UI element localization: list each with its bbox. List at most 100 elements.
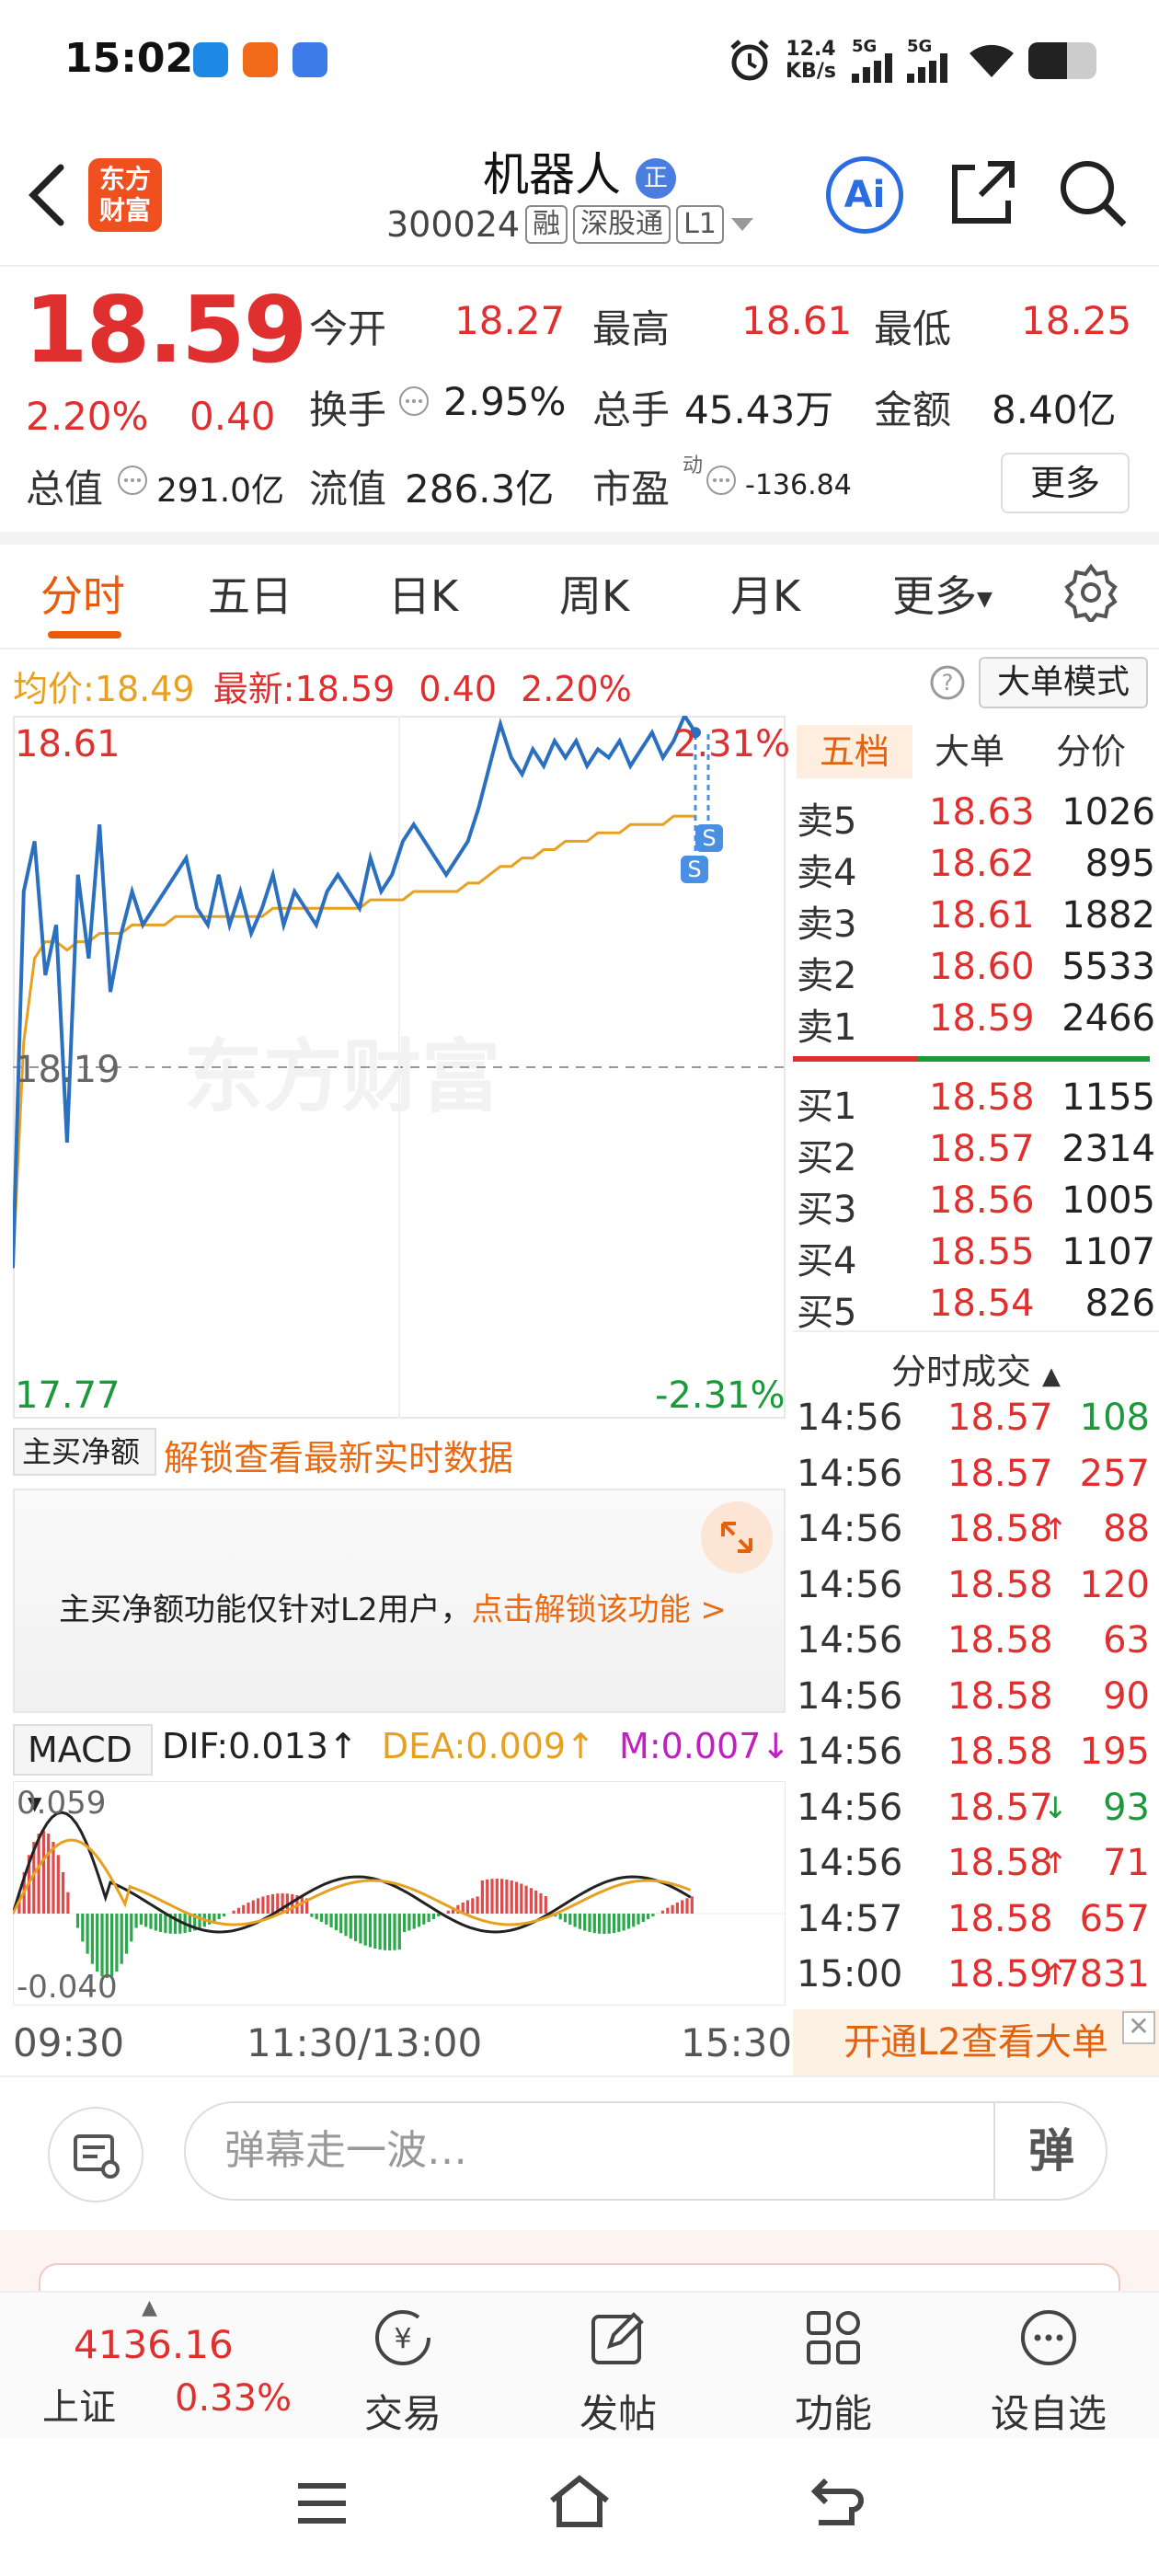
price-chart-svg[interactable]: S S: [13, 716, 786, 1419]
indicator-selector[interactable]: 主买净额 ▼: [13, 1428, 156, 1511]
tick-time: 14:57: [797, 1897, 903, 1940]
bid-row[interactable]: 买2 18.57 2314: [793, 1128, 1159, 1179]
bid-row[interactable]: 买5 18.54 826: [793, 1282, 1159, 1334]
macd-selector-label: MACD: [28, 1730, 132, 1770]
x-tick-close: 15:30: [681, 2020, 793, 2065]
info-dots-icon[interactable]: [397, 385, 430, 418]
nav-trade[interactable]: ¥ 交易: [320, 2306, 486, 2439]
menu-icon[interactable]: [296, 2480, 348, 2526]
expand-button[interactable]: [701, 1501, 773, 1573]
low-value: 18.25: [1021, 298, 1132, 343]
macd-selector[interactable]: MACD ▼: [13, 1724, 153, 1814]
market-cap-label: 总值: [26, 466, 104, 512]
logo-text: 东方: [98, 164, 151, 194]
ask-row[interactable]: 卖1 18.59 2466: [793, 997, 1159, 1049]
index-value[interactable]: 4136.16: [74, 2322, 234, 2367]
tab-five-day[interactable]: 五日: [208, 571, 293, 621]
open-value: 18.27: [454, 298, 566, 343]
high-label: 最高: [592, 306, 671, 351]
danmaku-toggle-button[interactable]: 弹: [993, 2103, 1107, 2199]
connect-tag: 深股通: [573, 205, 671, 244]
help-icon[interactable]: ?: [929, 664, 966, 701]
tick-volume: 657: [1079, 1897, 1150, 1940]
tab-monthly-k[interactable]: 月K: [730, 571, 801, 621]
open-l2-banner[interactable]: 开通L2查看大单: [793, 2009, 1159, 2076]
ask-row[interactable]: 卖4 18.62 895: [793, 843, 1159, 894]
tick-row: 14:56 18.57 257: [793, 1453, 1159, 1508]
watermark: 东方财富: [184, 1031, 500, 1123]
tick-price: 18.58: [947, 1897, 1053, 1940]
unlock-link[interactable]: 点击解锁该功能 >: [471, 1592, 727, 1628]
back-icon[interactable]: [26, 162, 66, 228]
tick-row: 14:57 18.58 657: [793, 1898, 1159, 1953]
nav-post[interactable]: 发帖: [535, 2306, 701, 2439]
ask-row[interactable]: 卖3 18.61 1882: [793, 894, 1159, 946]
bid-row[interactable]: 买3 18.56 1005: [793, 1179, 1159, 1231]
stock-badge: 正: [635, 157, 676, 199]
tick-price: 18.57: [947, 1786, 1053, 1829]
nav-add-watchlist-label: 设自选: [990, 2391, 1107, 2436]
tick-price: 18.58: [947, 1508, 1053, 1550]
home-icon[interactable]: [548, 2473, 611, 2530]
tab-five-levels[interactable]: 五档: [797, 725, 912, 778]
tick-time: 14:56: [797, 1508, 903, 1550]
gear-icon[interactable]: [1061, 563, 1120, 622]
comment-settings-button[interactable]: [48, 2107, 143, 2202]
index-change-pct[interactable]: 0.33%: [175, 2377, 293, 2420]
index-name[interactable]: 上证: [42, 2386, 116, 2429]
search-icon[interactable]: [1056, 156, 1130, 230]
market-cap-value: 291.0亿: [156, 472, 285, 510]
pe-value: -136.84: [745, 469, 852, 501]
info-dots-icon[interactable]: [116, 464, 149, 497]
tab-weekly-k[interactable]: 周K: [559, 571, 630, 621]
status-time: 15:02: [64, 35, 194, 82]
danmaku-input[interactable]: 弹幕走一波…: [184, 2101, 1107, 2201]
share-icon[interactable]: [947, 158, 1017, 228]
bid-row[interactable]: 买4 18.55 1107: [793, 1231, 1159, 1282]
back-nav-icon[interactable]: [809, 2477, 865, 2528]
bid-price: 18.54: [929, 1282, 1035, 1325]
tick-price: 18.57: [947, 1397, 1053, 1439]
ticks-header[interactable]: 分时成交 ▲: [793, 1343, 1159, 1394]
ask-row[interactable]: 卖2 18.60 5533: [793, 946, 1159, 997]
promo-card[interactable]: [39, 2263, 1120, 2291]
open-label: 今开: [309, 306, 387, 351]
tab-big-orders[interactable]: 大单: [935, 731, 1005, 772]
stock-code-line[interactable]: 300024 融 深股通 L1: [386, 204, 755, 245]
y-tick-low: 17.77: [15, 1374, 120, 1417]
info-dots-icon[interactable]: [705, 464, 738, 497]
ask-price: 18.60: [929, 946, 1035, 988]
volume-label: 总手: [592, 387, 671, 432]
sell-marker-icon[interactable]: S: [695, 824, 723, 852]
tick-volume: 257: [1079, 1452, 1150, 1495]
tick-price: 18.59: [947, 1953, 1053, 1995]
close-icon[interactable]: ✕: [1122, 2011, 1155, 2044]
tab-price-distribution[interactable]: 分价: [1056, 731, 1127, 772]
more-quote-button[interactable]: 更多: [1001, 453, 1130, 513]
big-order-mode-button[interactable]: 大单模式: [979, 657, 1148, 708]
tab-intraday[interactable]: 分时: [40, 571, 125, 621]
pe-label: 市盈: [592, 466, 671, 512]
section-divider: [0, 532, 1159, 545]
bid-row[interactable]: 买1 18.58 1155: [793, 1076, 1159, 1128]
battery-icon: [1028, 42, 1096, 79]
ask-price: 18.59: [929, 997, 1035, 1040]
tick-row: 14:56 18.57 ↓ 93: [793, 1787, 1159, 1842]
last-price-dot: [690, 727, 701, 739]
nav-functions[interactable]: 功能: [751, 2306, 916, 2439]
ask-row[interactable]: 卖5 18.63 1026: [793, 791, 1159, 843]
stock-name: 机器人: [483, 148, 622, 201]
sell-marker-icon[interactable]: S: [681, 856, 708, 883]
tab-more[interactable]: 更多▼: [892, 563, 993, 624]
macd-chart-svg[interactable]: [13, 1781, 786, 2006]
svg-text:¥: ¥: [394, 2323, 411, 2355]
tick-time: 14:56: [797, 1842, 903, 1884]
trade-icon: ¥: [375, 2310, 430, 2365]
macd-dea: DEA:0.009: [381, 1726, 567, 1766]
ai-assistant-button[interactable]: Ai: [826, 156, 903, 234]
indicator-selector-label: 主买净额: [22, 1434, 141, 1469]
unlock-title[interactable]: 解锁查看最新实时数据: [164, 1438, 514, 1478]
tab-daily-k[interactable]: 日K: [388, 571, 459, 621]
nav-add-watchlist[interactable]: 设自选: [966, 2306, 1131, 2439]
tick-volume: 195: [1079, 1731, 1150, 1773]
